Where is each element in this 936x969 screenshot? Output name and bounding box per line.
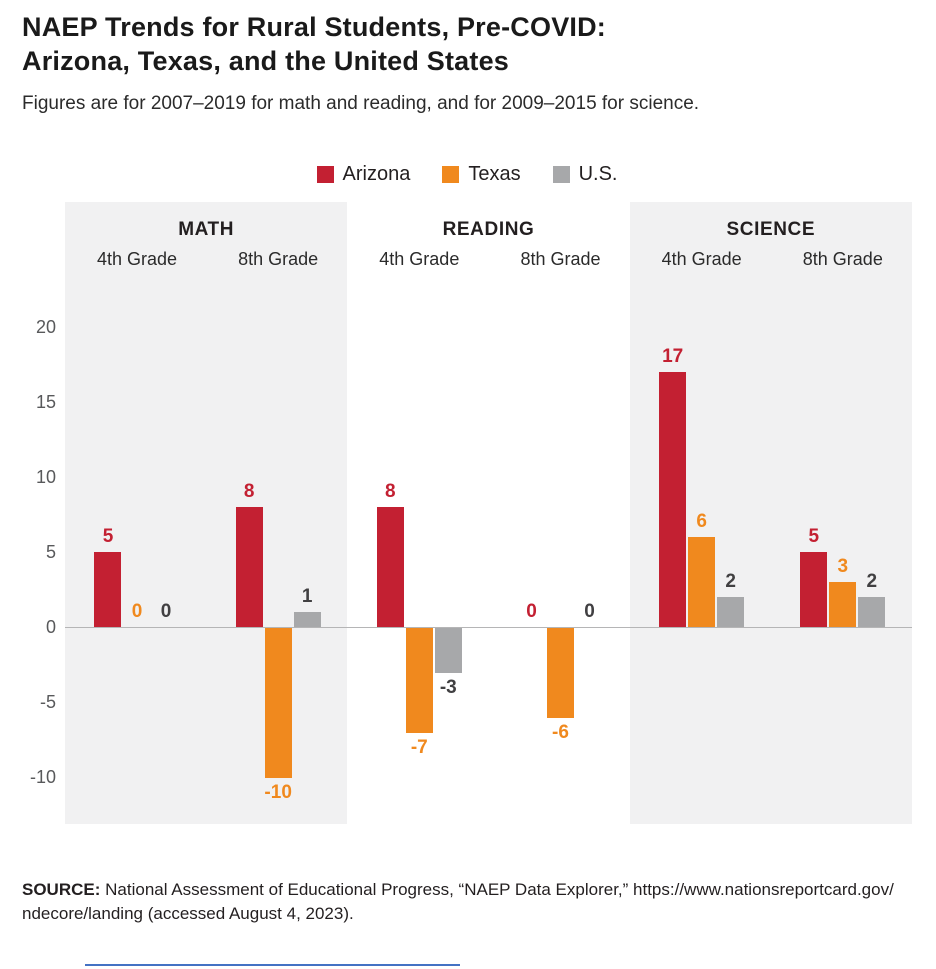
- group-label-reading-4th-grade: 4th Grade: [379, 249, 460, 269]
- legend-label-u-s: U.S.: [578, 163, 618, 185]
- bar-u-s-reading-4th-grade: [434, 628, 462, 673]
- legend-swatch-arizona: [316, 166, 334, 183]
- value-label-texas-math-4th-grade: 0: [131, 601, 143, 622]
- bar-texas-reading-4th-grade: [405, 628, 433, 733]
- panel-math: MATH 4th Grade 5 0 0 8th Grade 8 -10 1: [65, 202, 348, 824]
- legend-swatch-u-s: [552, 166, 570, 183]
- source-text-line-1: National Assessment of Educational Progr…: [105, 880, 894, 899]
- value-label-texas-science-4th-grade: 6: [696, 511, 707, 532]
- y-axis-tick-15: 15: [35, 392, 56, 412]
- legend-item-u-s: U.S.: [552, 163, 618, 186]
- title-line-2: Arizona, Texas, and the United States: [22, 46, 510, 76]
- value-label-u-s-math-8th-grade: 1: [301, 586, 313, 607]
- y-axis-tick--10: -10: [29, 767, 56, 787]
- group-label-science-8th-grade: 8th Grade: [802, 249, 883, 269]
- group-label-math-8th-grade: 8th Grade: [238, 249, 319, 269]
- y-axis-tick-10: 10: [35, 467, 56, 487]
- page-title: NAEP Trends for Rural Students, Pre-COVI…: [22, 10, 912, 78]
- value-label-arizona-reading-4th-grade: 8: [385, 481, 396, 502]
- bar-texas-math-8th-grade: [264, 628, 292, 778]
- value-label-arizona-science-8th-grade: 5: [808, 526, 820, 547]
- y-axis-tick-20: 20: [35, 317, 56, 337]
- bar-u-s-math-8th-grade: [293, 612, 321, 627]
- value-label-texas-reading-4th-grade: -7: [410, 737, 428, 758]
- value-label-u-s-science-8th-grade: 2: [866, 571, 878, 592]
- value-label-arizona-reading-8th-grade: 0: [526, 601, 537, 622]
- y-axis-tick-5: 5: [45, 542, 56, 562]
- title-line-1: NAEP Trends for Rural Students, Pre-COVI…: [22, 12, 606, 42]
- bar-u-s-science-8th-grade: [858, 597, 886, 627]
- value-label-arizona-math-4th-grade: 5: [102, 526, 114, 547]
- bottom-accent-line: [85, 964, 460, 966]
- value-label-u-s-reading-4th-grade: -3: [439, 677, 457, 698]
- bar-u-s-science-4th-grade: [717, 597, 745, 627]
- value-label-texas-science-8th-grade: 3: [837, 556, 849, 577]
- value-label-texas-math-8th-grade: -10: [264, 782, 292, 803]
- chart-subtitle: Figures are for 2007–2019 for math and r…: [22, 93, 700, 114]
- panel-title-science: SCIENCE: [726, 219, 816, 240]
- chart-panels: MATH 4th Grade 5 0 0 8th Grade 8 -10 1 READING 4th…: [65, 202, 912, 824]
- legend-swatch-texas: [442, 166, 460, 183]
- legend-item-texas: Texas: [442, 163, 521, 186]
- y-axis-tick-0: 0: [45, 617, 56, 637]
- bar-arizona-reading-4th-grade: [376, 507, 404, 627]
- legend: Arizona Texas U.S.: [22, 163, 912, 186]
- panel-title-reading: READING: [442, 219, 535, 240]
- value-label-u-s-math-4th-grade: 0: [160, 601, 172, 622]
- legend-label-texas: Texas: [468, 163, 521, 185]
- bar-arizona-math-8th-grade: [235, 507, 263, 627]
- y-axis-tick--5: -5: [39, 692, 56, 712]
- value-label-u-s-science-4th-grade: 2: [725, 571, 736, 592]
- value-label-texas-reading-8th-grade: -6: [552, 722, 569, 743]
- panel-science: SCIENCE 4th Grade 17 6 2 8th Grade 5 3 2: [629, 202, 912, 824]
- source-text-line-2: ndecore/landing (accessed August 4, 2023…: [22, 904, 354, 923]
- bar-texas-reading-8th-grade: [546, 628, 574, 718]
- bar-arizona-science-4th-grade: [659, 372, 687, 627]
- legend-item-arizona: Arizona: [316, 163, 411, 186]
- bar-arizona-science-8th-grade: [800, 552, 828, 627]
- source-note: SOURCE: National Assessment of Education…: [22, 878, 912, 926]
- bar-texas-science-8th-grade: [829, 582, 857, 627]
- bar-texas-science-4th-grade: [688, 537, 716, 627]
- group-label-math-4th-grade: 4th Grade: [96, 249, 178, 269]
- legend-label-arizona: Arizona: [342, 163, 411, 185]
- panel-reading: READING 4th Grade 8 -7 -3 8th Grade 0 -6 0: [347, 202, 629, 824]
- group-label-reading-8th-grade: 8th Grade: [520, 249, 601, 269]
- value-label-u-s-reading-8th-grade: 0: [584, 601, 595, 622]
- group-label-science-4th-grade: 4th Grade: [661, 249, 742, 269]
- value-label-arizona-math-8th-grade: 8: [243, 481, 255, 502]
- value-label-arizona-science-4th-grade: 17: [662, 346, 684, 367]
- chart: 20 15 10 5 0 -5 -10 MATH 4th Grade 5 0 0 8th Grade 8-…: [22, 202, 912, 824]
- bar-arizona-math-4th-grade: [94, 552, 122, 627]
- panel-title-math: MATH: [178, 219, 235, 240]
- source-label: SOURCE:: [22, 880, 101, 899]
- zero-axis-line: [65, 627, 912, 628]
